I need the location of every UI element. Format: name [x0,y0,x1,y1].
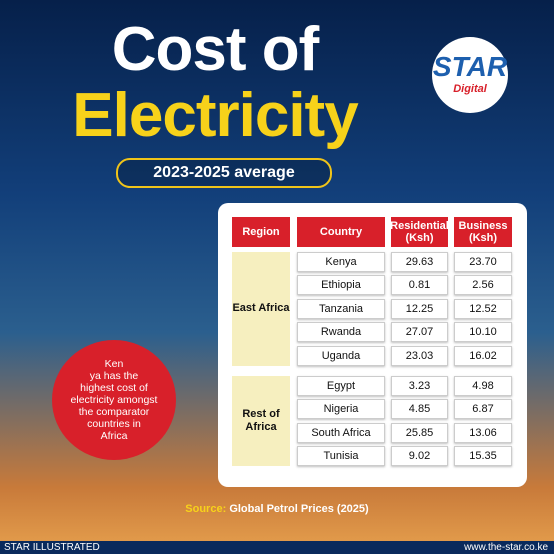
table-cell: Nigeria [297,399,385,420]
table-cell: 13.06 [454,422,512,443]
column-header: Business (Ksh) [454,217,512,247]
table-cell: 0.81 [391,275,448,296]
table-cell: 12.25 [391,298,448,319]
table-cell: 15.35 [454,446,512,467]
table-cell: 16.02 [454,345,512,366]
footer: STAR ILLUSTRATED www.the-star.co.ke [0,541,554,554]
table-cell: 29.63 [391,252,448,272]
callout-line: Africa [100,430,128,442]
table-cell: 2.56 [454,275,512,296]
subtitle: 2023-2025 average [116,158,332,188]
logo: STAR Digital [432,37,508,113]
region-cell: Rest of Africa [232,376,290,467]
table-cell: 6.87 [454,399,512,420]
callout: Ken ya has the highest cost of electricity … [52,340,176,460]
logo-name: STAR [432,51,508,82]
table-cell: Kenya [297,252,385,272]
table-cell: 4.85 [391,399,448,420]
table-cell: Rwanda [297,322,385,343]
table-cell: 23.03 [391,345,448,366]
column-header: Region [232,217,290,247]
source: Source: Global Petrol Prices (2025) [0,503,554,515]
column-header: Residential (Ksh) [390,217,449,247]
table-cell: 12.52 [454,298,512,319]
footer-left: STAR ILLUSTRATED [4,542,100,553]
table-cell: 23.70 [454,252,512,272]
callout-line: Ken [104,358,124,370]
logo-tagline: Digital [453,83,487,95]
callout-line: countries in [87,418,141,430]
table-cell: Tunisia [297,446,385,467]
table-cell: Uganda [297,345,385,366]
table-cell: Tanzania [297,298,385,319]
callout-line: ya has the [89,370,139,382]
source-text: Global Petrol Prices (2025) [229,503,369,515]
title-line: Cost of [111,15,320,84]
callout-line: highest cost of [80,382,148,394]
title-line: Electricity [72,81,358,150]
table-cell: 10.10 [454,322,512,343]
table-cell: 27.07 [391,322,448,343]
footer-right: www.the-star.co.ke [464,542,548,553]
table-cell: South Africa [297,422,385,443]
table-cell: 3.23 [391,376,448,396]
table-cell: 9.02 [391,446,448,467]
callout-line: the comparator [78,406,150,418]
column-header: Country [297,217,385,247]
table-cell: 25.85 [391,422,448,443]
callout-line: electricity amongst [70,394,158,406]
source-label: Source: [185,503,227,515]
table-cell: Ethiopia [297,275,385,296]
region-cell: East Africa [232,252,290,366]
table-cell: Egypt [297,376,385,396]
table-cell: 4.98 [454,376,512,396]
